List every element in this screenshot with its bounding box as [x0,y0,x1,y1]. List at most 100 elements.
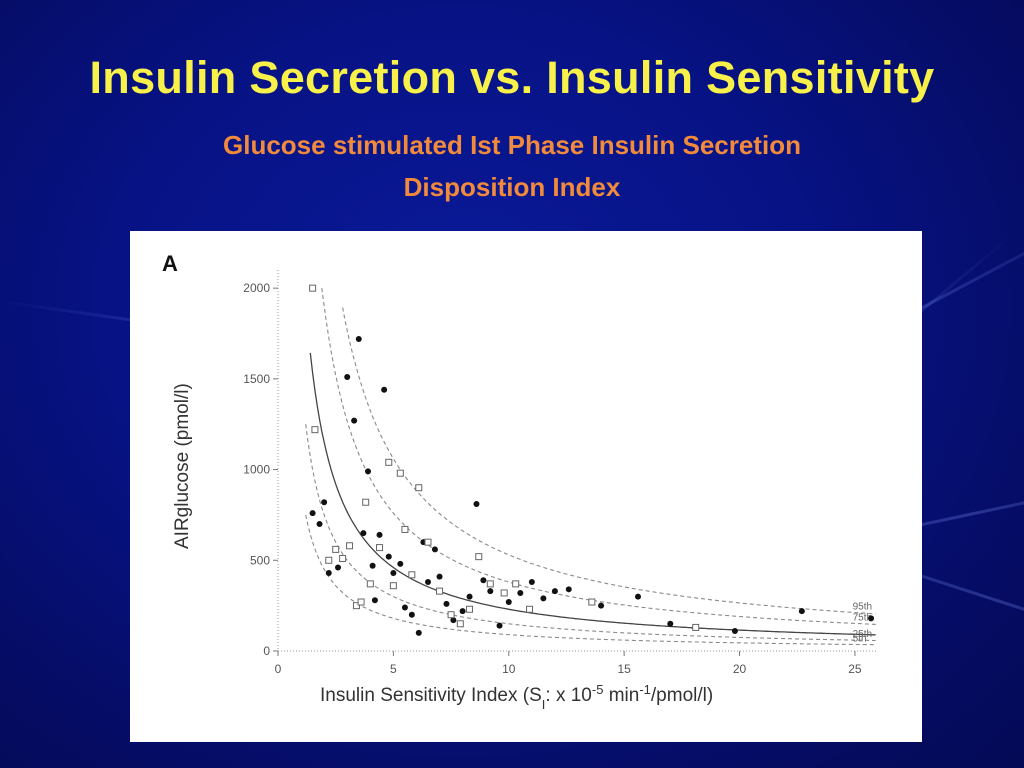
data-point-open [339,554,347,562]
data-point-filled [480,577,487,584]
data-point-filled [505,599,512,606]
data-point-filled [731,628,738,635]
data-point-open [332,545,340,553]
data-point-filled [415,629,422,636]
data-point-filled [450,617,457,624]
data-point-open [456,620,464,628]
data-point-open [466,605,474,613]
data-point-open [362,498,370,506]
data-point-filled [316,521,323,527]
data-point-open [396,469,404,477]
data-point-filled [344,374,351,381]
data-points [309,284,875,636]
data-point-filled [459,608,466,615]
x-axis-title-part: /pmol/l) [651,685,713,706]
y-tick-label: 500 [250,553,270,567]
y-tick-label: 1000 [243,463,270,477]
data-point-open [346,542,354,550]
x-axis-title-part: Insulin Sensitivity Index (S [320,685,542,706]
data-point-filled [381,386,388,393]
x-axis-title: Insulin Sensitivity Index (SI: x 10-5 mi… [320,682,713,712]
data-point-filled [401,604,408,611]
data-point-filled [376,531,383,538]
curve-25th [305,424,876,642]
data-point-filled [565,586,572,593]
data-point-open [512,580,520,588]
data-point-open [376,544,384,552]
data-point-filled [431,546,438,553]
curve-5th [305,514,876,646]
data-point-filled [397,560,404,567]
slide-subtitle-line-2: Disposition Index [403,172,621,202]
data-point-open [415,484,423,492]
data-point-open [475,553,483,561]
data-point-filled [798,608,805,615]
y-tick-label: 0 [263,644,270,658]
data-point-open [486,580,494,588]
curve-label: 25th [853,629,872,640]
data-point-filled [598,602,605,609]
data-point-open [588,598,596,606]
data-point-filled [551,588,558,595]
data-point-filled [517,589,524,596]
data-point-filled [325,569,332,576]
figure-panel: A 0 500 1000 1500 2000 0 5 10 15 20 25 95th 75th 25t… [130,231,922,742]
data-point-open [311,426,319,434]
data-point-open [357,598,365,606]
x-axis-title-sub: I [542,697,546,712]
curve-label: 75th [853,612,872,623]
x-axis-title-part: : x 10 [545,685,591,706]
data-point-open [325,556,333,564]
data-point-filled [667,620,674,627]
data-point-open [401,525,409,533]
x-tick-label: 15 [617,662,631,676]
x-axis-title-sup: -5 [592,682,604,697]
x-tick-label: 0 [275,662,282,676]
data-point-filled [868,615,875,622]
data-point-open [447,611,455,619]
data-point-open [500,589,508,597]
x-axis-title-part: min [603,685,639,706]
data-point-filled [635,593,641,600]
curve-median [309,352,876,636]
data-point-filled [487,588,494,595]
y-tick-label: 1500 [243,372,270,386]
data-point-filled [390,569,397,576]
data-point-open [692,623,700,631]
data-point-open [366,580,374,588]
panel-label: A [162,251,178,276]
x-tick-label: 20 [733,662,747,676]
x-tick-label: 10 [502,662,516,676]
slide-title: Insulin Secretion vs. Insulin Sensitivit… [89,52,935,103]
x-tick-label: 25 [848,662,862,676]
y-axis-title: AIRglucose (pmol/l) [172,383,193,549]
data-point-filled [371,597,378,604]
data-point-filled [335,564,341,571]
data-point-open [309,284,317,292]
data-point-filled [369,562,376,569]
curve-75th [321,288,876,625]
data-point-filled [540,595,547,602]
data-point-filled [466,593,473,600]
data-point-filled [355,335,362,342]
data-point-open [408,571,416,579]
curve-label: 95th [853,601,872,612]
data-point-filled [408,611,415,618]
data-point-open [352,602,360,610]
data-point-open [424,538,432,546]
data-point-open [389,582,397,590]
data-point-filled [365,468,371,475]
data-point-open [436,587,444,595]
data-point-filled [309,510,316,517]
x-axis-title-sup: -1 [639,682,651,697]
data-point-filled [528,579,535,586]
slide-subtitle-line-1: Glucose stimulated Ist Phase Insulin Sec… [223,130,801,160]
y-tick-label: 2000 [243,281,270,295]
data-point-filled [436,573,443,580]
data-point-open [385,458,393,466]
data-point-filled [351,417,358,424]
data-point-filled [473,501,480,508]
data-point-filled [443,600,450,607]
